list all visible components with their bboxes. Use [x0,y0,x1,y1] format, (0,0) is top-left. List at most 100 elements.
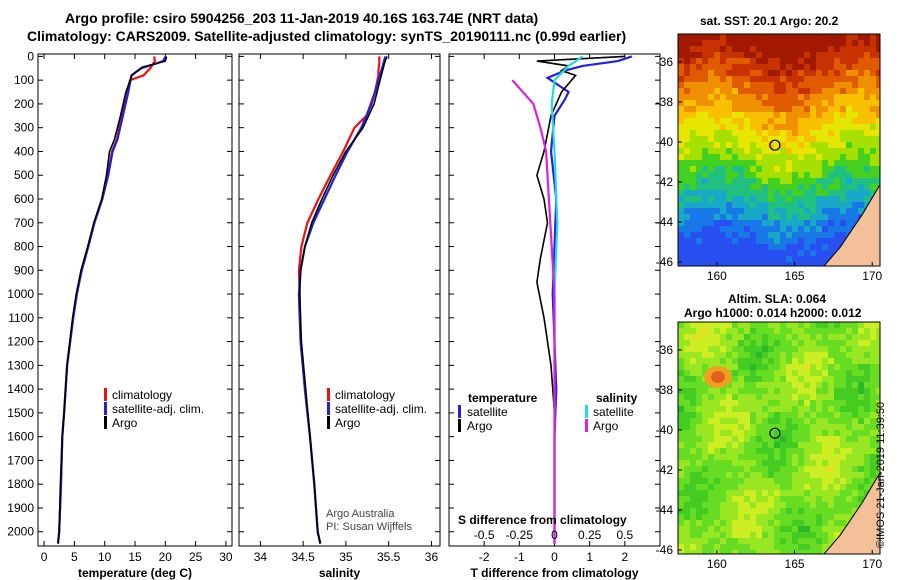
map-cell [864,412,871,419]
map-cell [852,346,859,353]
map-cell [732,346,739,353]
map-cell [822,70,829,77]
legend-label: satellite-adj. clim. [112,402,204,416]
map-cell [834,202,841,209]
map-cell [804,376,811,383]
map-cell [792,532,799,539]
map-cell [702,460,709,467]
map-cell [702,406,709,413]
map-cell [750,154,757,161]
map-cell [786,262,793,266]
map-cell [708,508,715,515]
map-cell [768,82,775,89]
map-cell [720,190,727,197]
map-cell [708,154,715,161]
map-cell [738,250,745,257]
map-cell [756,334,763,341]
map-cell [870,346,877,353]
map-cell [822,496,829,503]
map-cell [822,454,829,461]
map-cell [762,166,769,173]
map-cell [750,376,757,383]
map-cell [852,124,859,131]
map-cell [834,82,841,89]
map-cell [804,64,811,71]
map-cell [708,454,715,461]
map-cell [774,238,781,245]
map-cell [786,124,793,131]
map-cell [834,142,841,149]
map-cell [750,70,757,77]
map-cell [780,178,787,185]
map-cell [708,244,715,251]
map-cell [786,508,793,515]
map-cell [750,226,757,233]
map-cell [792,370,799,377]
map-cell [756,250,763,257]
map-cell [858,394,865,401]
map-cell [816,412,823,419]
map-cell [744,484,751,491]
map-cell [834,454,841,461]
map-cell [684,538,691,545]
map-cell [780,538,787,545]
plot-frame [238,53,441,547]
map-cell [732,448,739,455]
map-cell [768,514,775,521]
map-cell [714,322,721,329]
map-cell [864,322,871,329]
map-cell [720,166,727,173]
map-cell [768,52,775,59]
map-cell [840,496,847,503]
map-cell [774,352,781,359]
depth-tick-label: 1400 [7,382,34,396]
map-cell [708,34,715,41]
map-cell [750,34,757,41]
map-cell [720,436,727,443]
map-cell [684,190,691,197]
map-cell [678,418,685,425]
map-cell [876,412,880,419]
map-cell [828,244,835,251]
map-cell [762,322,769,329]
map-cell [708,430,715,437]
map-cell [690,202,697,209]
map-cell [738,82,745,89]
map-cell [714,358,721,365]
map-cell [798,178,805,185]
map-cell [840,484,847,491]
map-cell [834,214,841,221]
map-cell [720,244,727,251]
map-cell [768,388,775,395]
map-cell [792,430,799,437]
map-cell [732,190,739,197]
map-cell [702,262,709,266]
map-cell [732,238,739,245]
map-cell [744,526,751,533]
map-cell [822,340,829,347]
map-cell [684,454,691,461]
map-cell [732,328,739,335]
map-cell [786,232,793,239]
map-cell [768,538,775,545]
map-cell [804,256,811,263]
map-cell [738,94,745,101]
map-cell [696,226,703,233]
map-cell [798,322,805,329]
map-cell [732,34,739,41]
map-cell [858,178,865,185]
map-cell [792,250,799,257]
map-cell [780,466,787,473]
map-cell [726,190,733,197]
map-cell [786,478,793,485]
map-cell [786,394,793,401]
map-cell [684,244,691,251]
map-cell [780,46,787,53]
map-cell [834,160,841,167]
map-cell [804,394,811,401]
map-cell [684,40,691,47]
map-cell [840,424,847,431]
map-cell [726,388,733,395]
map-cell [762,352,769,359]
map-cell [702,430,709,437]
